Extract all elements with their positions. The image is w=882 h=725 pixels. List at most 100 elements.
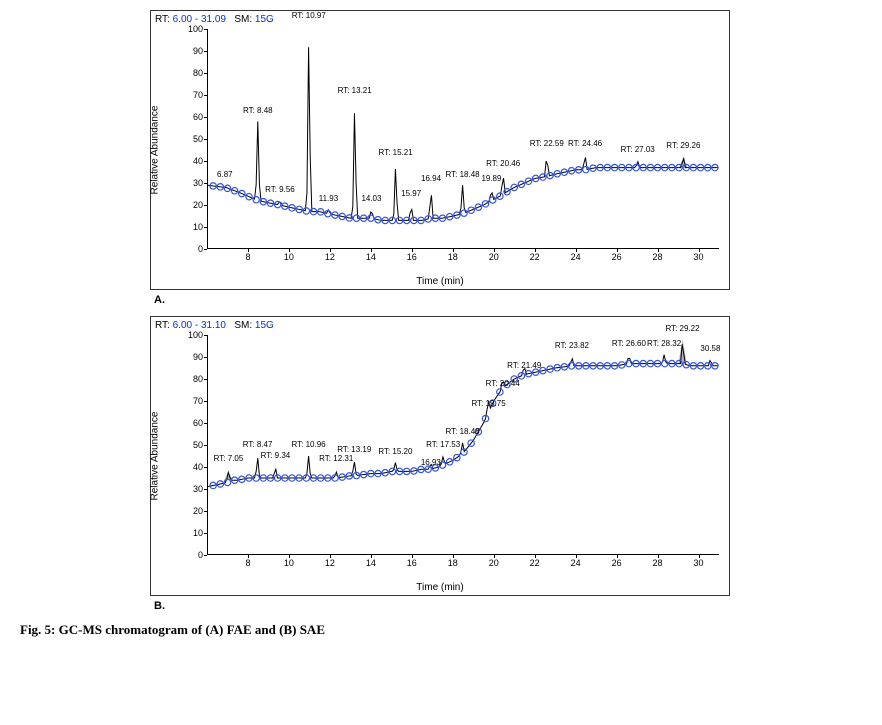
panel-b-header: RT: 6.00 - 31.10 SM: 15G — [151, 317, 729, 331]
peak-label: 6.87 — [217, 170, 233, 179]
x-tick: 16 — [407, 249, 417, 262]
y-tick: 60 — [193, 418, 207, 428]
panel-a-chart: RT: 6.00 - 31.09 SM: 15G Relative Abunda… — [150, 10, 730, 290]
y-tick: 30 — [193, 484, 207, 494]
peak-label: RT: 12.31 — [319, 454, 353, 463]
peak-label: RT: 13.19 — [337, 445, 371, 454]
panel-a-wrap: RT: 6.00 - 31.09 SM: 15G Relative Abunda… — [150, 10, 730, 306]
peak-label: 16.93 — [421, 458, 441, 467]
peak-label: RT: 27.03 — [621, 145, 655, 154]
panel-b-xlabel: Time (min) — [416, 582, 463, 593]
y-tick: 0 — [198, 244, 207, 254]
x-tick: 12 — [325, 249, 335, 262]
panel-b-sm: 15G — [255, 320, 274, 331]
peak-label: RT: 29.26 — [666, 141, 700, 150]
y-tick: 20 — [193, 200, 207, 210]
peak-label: 19.89 — [481, 174, 501, 183]
panel-a-header: RT: 6.00 - 31.09 SM: 15G — [151, 11, 729, 25]
x-tick: 28 — [653, 249, 663, 262]
peak-label: RT: 13.21 — [338, 86, 372, 95]
y-tick: 30 — [193, 178, 207, 188]
y-tick: 40 — [193, 156, 207, 166]
peak-label: 30.58 — [700, 344, 720, 353]
y-tick: 80 — [193, 68, 207, 78]
x-tick: 14 — [366, 249, 376, 262]
x-tick: 10 — [284, 555, 294, 568]
x-tick: 16 — [407, 555, 417, 568]
x-tick: 12 — [325, 555, 335, 568]
x-tick: 8 — [245, 249, 250, 262]
peak-label: RT: 8.47 — [243, 440, 273, 449]
x-tick: 30 — [694, 249, 704, 262]
peak-label: RT: 28.32 — [647, 339, 681, 348]
x-tick: 8 — [245, 555, 250, 568]
x-tick: 30 — [694, 555, 704, 568]
x-tick: 24 — [571, 555, 581, 568]
header-sm-prefix: SM: — [234, 320, 252, 331]
peak-label: RT: 24.46 — [568, 139, 602, 148]
panel-a-sm: 15G — [255, 14, 274, 25]
peak-label: 11.93 — [319, 194, 338, 203]
x-tick: 20 — [489, 249, 499, 262]
x-tick: 14 — [366, 555, 376, 568]
x-tick: 28 — [653, 555, 663, 568]
y-tick: 40 — [193, 462, 207, 472]
panel-a-ylabel: Relative Abundance — [150, 106, 161, 195]
y-tick: 50 — [193, 134, 207, 144]
peak-label: RT: 10.97 — [292, 11, 326, 20]
y-tick: 80 — [193, 374, 207, 384]
x-tick: 22 — [530, 249, 540, 262]
peak-label: RT: 8.48 — [243, 106, 273, 115]
x-tick: 26 — [612, 249, 622, 262]
peak-label: 14.03 — [361, 194, 381, 203]
y-tick: 70 — [193, 90, 207, 100]
peak-label: RT: 20.44 — [486, 379, 520, 388]
x-tick: 18 — [448, 555, 458, 568]
panel-b-ylabel: Relative Abundance — [150, 412, 161, 501]
panel-b-plot-area: 0102030405060708090100810121416182022242… — [207, 335, 719, 555]
y-tick: 0 — [198, 550, 207, 560]
panel-a-xlabel: Time (min) — [416, 276, 463, 287]
y-tick: 90 — [193, 352, 207, 362]
header-rt-prefix: RT: — [155, 320, 170, 331]
figure-caption: Fig. 5: GC-MS chromatogram of (A) FAE an… — [20, 622, 872, 638]
peak-label: 16.94 — [421, 174, 441, 183]
panel-b-letter: B. — [154, 600, 730, 612]
y-tick: 90 — [193, 46, 207, 56]
x-tick: 26 — [612, 555, 622, 568]
panel-b-chart: RT: 6.00 - 31.10 SM: 15G Relative Abunda… — [150, 316, 730, 596]
y-tick: 60 — [193, 112, 207, 122]
x-tick: 10 — [284, 249, 294, 262]
header-rt-prefix: RT: — [155, 14, 170, 25]
y-tick: 20 — [193, 506, 207, 516]
panel-a-plot-area: 0102030405060708090100810121416182022242… — [207, 29, 719, 249]
peak-label: RT: 19.75 — [472, 399, 506, 408]
peak-label: RT: 22.59 — [530, 139, 564, 148]
peak-label: RT: 20.46 — [486, 159, 520, 168]
peak-label: RT: 21.49 — [507, 361, 541, 370]
y-tick: 10 — [193, 222, 207, 232]
y-tick: 70 — [193, 396, 207, 406]
peak-label: RT: 10.96 — [292, 440, 326, 449]
peak-label: RT: 18.48 — [446, 427, 480, 436]
x-tick: 18 — [448, 249, 458, 262]
x-tick: 20 — [489, 555, 499, 568]
y-tick: 100 — [188, 330, 207, 340]
x-tick: 24 — [571, 249, 581, 262]
panel-a-letter: A. — [154, 294, 730, 306]
y-tick: 10 — [193, 528, 207, 538]
peak-label: RT: 26.60 — [612, 339, 646, 348]
panel-b-wrap: RT: 6.00 - 31.10 SM: 15G Relative Abunda… — [150, 316, 730, 612]
peak-label: RT: 15.20 — [378, 447, 412, 456]
peak-label: RT: 29.22 — [665, 324, 699, 333]
peak-label: RT: 23.82 — [555, 341, 589, 350]
peak-label: RT: 9.56 — [265, 185, 295, 194]
y-tick: 50 — [193, 440, 207, 450]
x-tick: 22 — [530, 555, 540, 568]
peak-label: RT: 18.48 — [446, 170, 480, 179]
header-sm-prefix: SM: — [234, 14, 252, 25]
peak-label: RT: 7.05 — [214, 454, 244, 463]
figure-5: RT: 6.00 - 31.09 SM: 15G Relative Abunda… — [10, 10, 872, 638]
peak-label: RT: 15.21 — [379, 148, 413, 157]
y-tick: 100 — [188, 24, 207, 34]
